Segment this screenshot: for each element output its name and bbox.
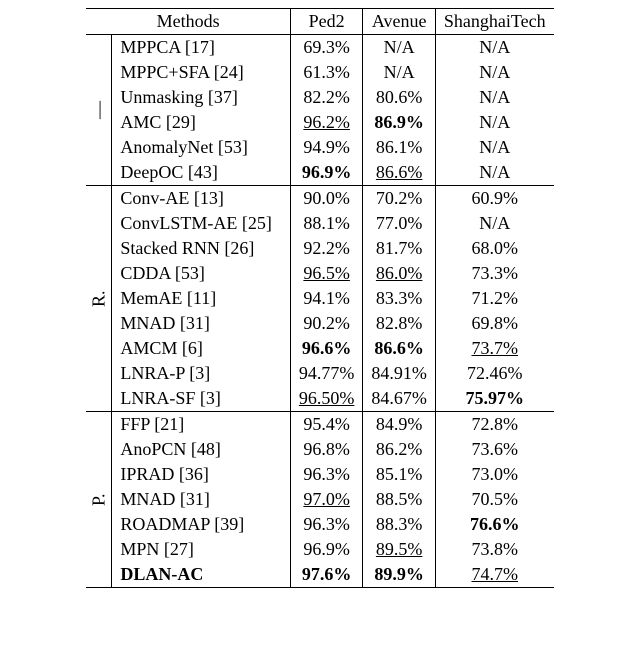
avenue-value: 70.2% (363, 186, 436, 212)
shanghaitech-value: 73.7% (435, 336, 553, 361)
shanghaitech-value: 72.46% (435, 361, 553, 386)
avenue-value: 89.9% (363, 562, 436, 588)
ped2-value: 90.2% (290, 311, 363, 336)
ped2-value: 92.2% (290, 236, 363, 261)
method-name: DeepOC [43] (112, 160, 291, 186)
results-table: MethodsPed2AvenueShanghaiTech —MPPCA [17]… (86, 8, 553, 588)
avenue-value: 86.2% (363, 437, 436, 462)
ped2-value: 96.3% (290, 512, 363, 537)
shanghaitech-value: N/A (435, 160, 553, 186)
method-name: MemAE [11] (112, 286, 291, 311)
avenue-value: 84.67% (363, 386, 436, 412)
ped2-value: 96.3% (290, 462, 363, 487)
ped2-value: 96.9% (290, 160, 363, 186)
shanghaitech-value: 74.7% (435, 562, 553, 588)
avenue-value: N/A (363, 35, 436, 61)
method-name: LNRA-SF [3] (112, 386, 291, 412)
method-name: MPPC+SFA [24] (112, 60, 291, 85)
shanghaitech-value: 73.0% (435, 462, 553, 487)
shanghaitech-value: N/A (435, 85, 553, 110)
ped2-value: 96.50% (290, 386, 363, 412)
avenue-value: 86.1% (363, 135, 436, 160)
avenue-value: 77.0% (363, 211, 436, 236)
avenue-value: 88.3% (363, 512, 436, 537)
shanghaitech-value: 60.9% (435, 186, 553, 212)
avenue-value: 83.3% (363, 286, 436, 311)
method-name: AnomalyNet [53] (112, 135, 291, 160)
shanghaitech-value: 73.8% (435, 537, 553, 562)
avenue-value: 82.8% (363, 311, 436, 336)
method-name: IPRAD [36] (112, 462, 291, 487)
shanghaitech-value: 68.0% (435, 236, 553, 261)
ped2-value: 96.8% (290, 437, 363, 462)
shanghaitech-value: 75.97% (435, 386, 553, 412)
avenue-value: 85.1% (363, 462, 436, 487)
group-label: — (86, 35, 112, 186)
method-name: CDDA [53] (112, 261, 291, 286)
ped2-value: 69.3% (290, 35, 363, 61)
method-name: FFP [21] (112, 412, 291, 438)
avenue-value: 86.9% (363, 110, 436, 135)
ped2-value: 94.1% (290, 286, 363, 311)
method-name: Unmasking [37] (112, 85, 291, 110)
header-avenue: Avenue (363, 9, 436, 35)
ped2-value: 97.6% (290, 562, 363, 588)
header-ped2: Ped2 (290, 9, 363, 35)
method-name: AnoPCN [48] (112, 437, 291, 462)
ped2-value: 90.0% (290, 186, 363, 212)
ped2-value: 61.3% (290, 60, 363, 85)
shanghaitech-value: N/A (435, 35, 553, 61)
method-name: ConvLSTM-AE [25] (112, 211, 291, 236)
ped2-value: 95.4% (290, 412, 363, 438)
shanghaitech-value: N/A (435, 60, 553, 85)
avenue-value: 86.6% (363, 336, 436, 361)
method-name: Stacked RNN [26] (112, 236, 291, 261)
ped2-value: 94.77% (290, 361, 363, 386)
shanghaitech-value: 69.8% (435, 311, 553, 336)
method-name: MNAD [31] (112, 311, 291, 336)
method-name: Conv-AE [13] (112, 186, 291, 212)
ped2-value: 97.0% (290, 487, 363, 512)
avenue-value: 84.9% (363, 412, 436, 438)
shanghaitech-value: 70.5% (435, 487, 553, 512)
ped2-value: 96.2% (290, 110, 363, 135)
ped2-value: 96.5% (290, 261, 363, 286)
ped2-value: 96.9% (290, 537, 363, 562)
avenue-value: 88.5% (363, 487, 436, 512)
shanghaitech-value: 73.3% (435, 261, 553, 286)
method-name: ROADMAP [39] (112, 512, 291, 537)
method-name: MPPCA [17] (112, 35, 291, 61)
shanghaitech-value: 72.8% (435, 412, 553, 438)
method-name: MNAD [31] (112, 487, 291, 512)
avenue-value: 80.6% (363, 85, 436, 110)
ped2-value: 88.1% (290, 211, 363, 236)
shanghaitech-value: 71.2% (435, 286, 553, 311)
method-name: DLAN-AC (112, 562, 291, 588)
avenue-value: 81.7% (363, 236, 436, 261)
ped2-value: 94.9% (290, 135, 363, 160)
method-name: LNRA-P [3] (112, 361, 291, 386)
header-methods: Methods (86, 9, 290, 35)
method-name: AMC [29] (112, 110, 291, 135)
shanghaitech-value: N/A (435, 110, 553, 135)
shanghaitech-value: 73.6% (435, 437, 553, 462)
header-shanghaitech: ShanghaiTech (435, 9, 553, 35)
avenue-value: 84.91% (363, 361, 436, 386)
avenue-value: N/A (363, 60, 436, 85)
method-name: AMCM [6] (112, 336, 291, 361)
shanghaitech-value: N/A (435, 135, 553, 160)
group-label: R. (86, 186, 112, 412)
ped2-value: 96.6% (290, 336, 363, 361)
avenue-value: 89.5% (363, 537, 436, 562)
shanghaitech-value: N/A (435, 211, 553, 236)
avenue-value: 86.0% (363, 261, 436, 286)
shanghaitech-value: 76.6% (435, 512, 553, 537)
ped2-value: 82.2% (290, 85, 363, 110)
avenue-value: 86.6% (363, 160, 436, 186)
group-label: P. (86, 412, 112, 588)
method-name: MPN [27] (112, 537, 291, 562)
